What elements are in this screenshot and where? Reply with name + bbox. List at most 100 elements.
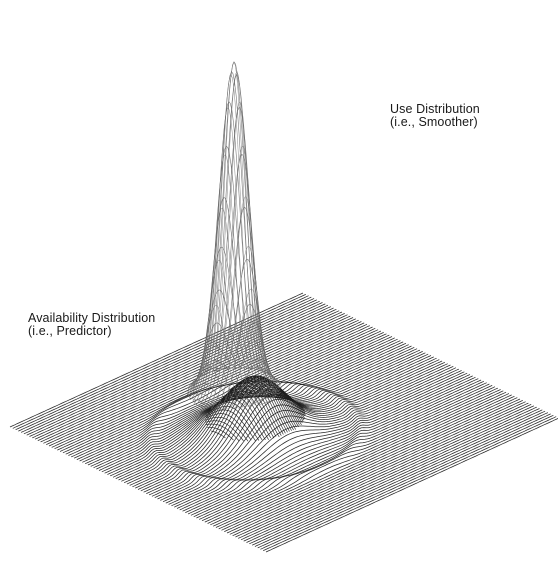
mesh-line [196,383,490,519]
mesh-line [254,412,549,547]
mesh-line [174,372,468,508]
mesh-line [179,375,473,511]
use-mesh-line [224,288,279,395]
mesh-line [46,310,340,446]
mesh-line [199,385,493,520]
peak-mesh-line [205,409,256,442]
mesh-line [185,378,479,513]
use-mesh-line [191,259,248,408]
peak-mesh-line [205,423,240,442]
use-mesh-line [188,340,239,409]
mesh-line [71,322,365,458]
mesh-line [87,330,382,466]
mesh-line [265,418,558,553]
mesh-line [29,302,323,437]
use-mesh-line [203,61,265,403]
mesh-line [162,367,457,503]
mesh-line [190,380,485,516]
mesh-line [12,294,306,429]
mesh-line [212,391,507,527]
use-mesh-line [220,245,277,397]
use-mesh-line [260,401,270,405]
use-mesh-line [189,397,214,410]
mesh-line [26,300,320,436]
peak-mesh-line [204,416,249,442]
mesh-line [229,399,523,535]
mesh-line [246,408,540,543]
mesh-line [20,298,315,433]
mesh-line [123,348,418,484]
mesh-line [251,410,546,546]
mesh-line [257,413,551,549]
use-mesh-line [240,359,281,388]
peak-mesh-line [248,383,304,422]
peak-mesh-line [284,396,300,405]
mesh-line [143,357,437,493]
availability-distribution-title: Availability Distribution [28,311,156,325]
mesh-line [207,389,501,524]
mesh-line [32,303,326,439]
mesh-line [115,344,409,479]
peak-mesh-line [262,390,306,416]
mesh-line [224,397,518,532]
use-mesh-line [195,153,255,406]
mesh-line [171,371,465,507]
mesh-line [76,325,370,460]
mesh-line [62,318,357,454]
use-mesh-line [245,367,281,385]
availability-surface-mesh [9,292,558,553]
mesh-line [168,370,462,505]
use-mesh-line [194,403,203,408]
use-distribution-label: Use Distribution (i.e., Smoother) [390,103,480,129]
use-mesh-line [187,393,223,410]
mesh-line [110,341,404,477]
use-mesh-line [213,145,273,400]
use-mesh-line [192,207,252,407]
availability-distribution-subtitle: (i.e., Predictor) [28,324,112,338]
peak-mesh-line [254,387,306,419]
mesh-line [9,292,304,428]
availability-distribution-label: Availability Distribution (i.e., Predict… [28,312,155,338]
peak-mesh-line [222,376,288,433]
use-distribution-title: Use Distribution [390,102,480,116]
mesh-line [59,317,354,452]
use-mesh-line [187,366,234,409]
use-distribution-subtitle: (i.e., Smoother) [390,115,478,129]
mesh-line [57,315,351,451]
mesh-line [165,368,459,504]
mesh-line [240,405,535,541]
mesh-line [215,393,510,528]
use-mesh-line [187,383,228,410]
peak-mesh-line [236,377,299,428]
mesh-line [243,406,537,542]
mesh-line [37,306,331,441]
mesh-line [193,382,487,518]
peak-mesh-line [259,388,305,417]
mesh-line [68,321,362,456]
mesh-line [40,307,334,443]
mesh-line [157,364,451,500]
use-mesh-line [216,196,276,399]
mesh-line [226,398,521,534]
mesh-line [187,379,482,515]
mesh-line [129,351,423,486]
mesh-line [160,366,454,501]
use-mesh-line [229,321,280,394]
mesh-line [182,376,476,512]
mesh-line [260,414,554,550]
use-mesh-line [197,106,259,406]
mesh-line [34,304,329,440]
mesh-line [263,416,557,551]
mesh-line [235,402,529,538]
mesh-line [249,409,543,545]
mesh-line [43,308,337,444]
mesh-line [218,394,512,530]
use-distribution-peak [186,61,281,411]
peak-mesh-line [207,426,234,441]
mesh-line [79,326,373,462]
peak-mesh-line [205,420,244,442]
peak-mesh-line [211,430,226,439]
peak-mesh-line [205,413,252,441]
mesh-line [221,395,515,531]
